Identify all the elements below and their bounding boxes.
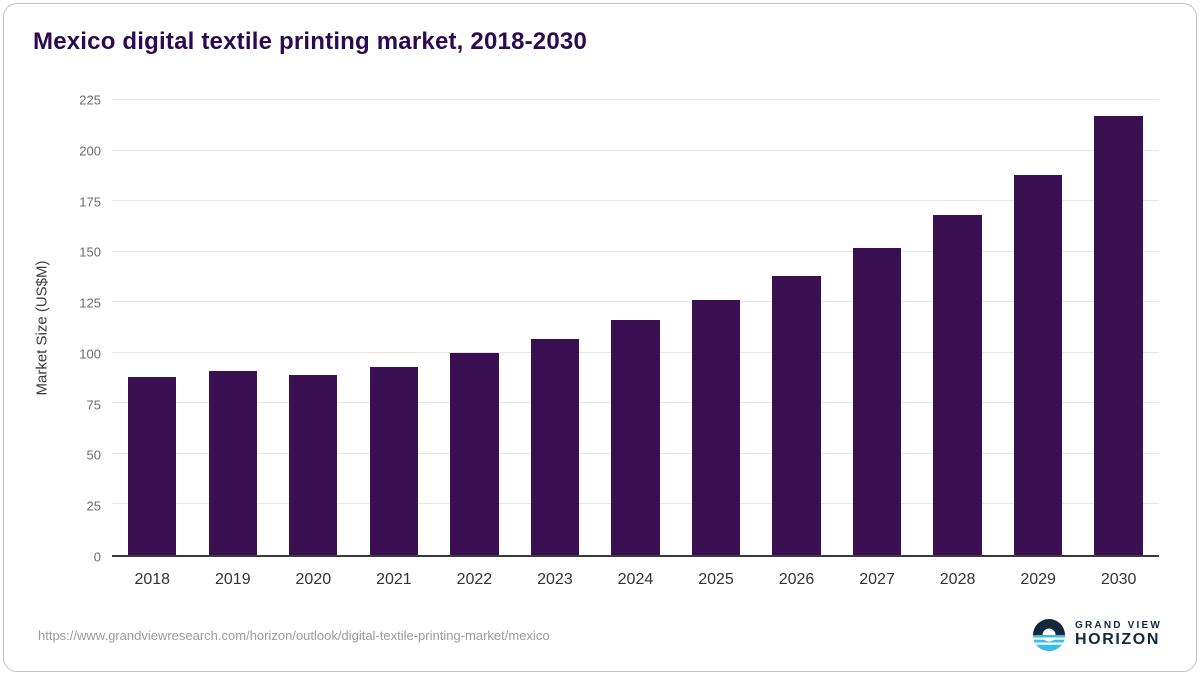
x-tick-label-2026: 2026 <box>778 571 815 588</box>
bar-column-2027 <box>837 100 918 555</box>
x-tick-label-2030: 2030 <box>1100 571 1137 588</box>
bar-column-2024 <box>595 100 676 555</box>
bar-2030 <box>1094 116 1143 555</box>
y-tick-label-75: 75 <box>86 397 101 413</box>
bar-2022 <box>450 352 499 555</box>
chart-card: Mexico digital textile printing market, … <box>3 3 1197 672</box>
x-tick-label-2029: 2029 <box>1020 571 1056 588</box>
bar-2026 <box>772 275 821 555</box>
bars <box>112 100 1159 555</box>
grand-view-horizon-logo: GRAND VIEW HORIZON <box>1032 618 1162 652</box>
x-tick-label-2022: 2022 <box>456 571 493 588</box>
y-tick-label-225: 225 <box>79 92 101 108</box>
bar-column-2021 <box>354 100 435 555</box>
footer: https://www.grandviewresearch.com/horizo… <box>4 613 1196 657</box>
bar-2023 <box>530 338 580 555</box>
bar-column-2019 <box>193 100 274 555</box>
x-tick-label-2025: 2025 <box>698 571 734 588</box>
y-tick-label-25: 25 <box>86 498 101 514</box>
y-tick-label-0: 0 <box>93 549 101 565</box>
x-tick-label-2018: 2018 <box>134 571 171 588</box>
bar-2025 <box>691 300 741 555</box>
y-tick-label-50: 50 <box>86 447 101 463</box>
bar-2020 <box>289 375 338 555</box>
bar-2024 <box>611 320 660 555</box>
bar-column-2018 <box>112 100 193 555</box>
x-tick-label-2027: 2027 <box>859 571 895 588</box>
bar-2027 <box>852 247 902 555</box>
x-tick-label-2024: 2024 <box>617 571 654 588</box>
bar-column-2025 <box>676 100 757 555</box>
y-axis-ticks: 0 25 50 75 100 125 150 175 200 225 <box>4 93 101 565</box>
bar-column-2022 <box>434 100 515 555</box>
gridline-125 <box>112 301 1159 303</box>
y-tick-label-200: 200 <box>79 143 101 159</box>
y-tick-label-125: 125 <box>79 295 101 311</box>
logo-text-grand-view: GRAND VIEW <box>1075 620 1162 632</box>
y-tick-label-100: 100 <box>79 346 101 362</box>
bar-column-2030 <box>1078 100 1159 555</box>
bar-column-2020 <box>273 100 354 555</box>
source-url: https://www.grandviewresearch.com/horizo… <box>38 627 550 643</box>
gridline-225 <box>112 99 1159 100</box>
bar-column-2029 <box>998 100 1079 555</box>
x-tick-label-2020: 2020 <box>295 571 332 588</box>
bar-column-2023 <box>515 100 596 555</box>
logo-text-horizon: HORIZON <box>1075 630 1160 648</box>
x-axis-ticks: 2018 2019 2020 2021 2022 2023 2024 2025 2026 2027… <box>112 571 1159 589</box>
y-tick-label-150: 150 <box>79 244 101 260</box>
x-tick-label-2023: 2023 <box>537 571 573 588</box>
gridline-200 <box>112 149 1159 151</box>
bar-column-2028 <box>917 100 998 555</box>
bar-2028 <box>933 215 982 555</box>
bar-column-2026 <box>756 100 837 555</box>
bar-2018 <box>128 377 177 555</box>
gridline-175 <box>112 200 1159 202</box>
bar-2021 <box>369 366 419 555</box>
logo-text: GRAND VIEW HORIZON <box>1075 621 1162 648</box>
x-tick-label-2019: 2019 <box>215 571 251 588</box>
plot-area <box>112 99 1159 557</box>
y-tick-label-175: 175 <box>79 194 101 210</box>
bar-2019 <box>208 370 257 555</box>
bar-2029 <box>1013 174 1063 555</box>
x-tick-label-2028: 2028 <box>939 571 976 588</box>
x-tick-label-2021: 2021 <box>376 571 412 588</box>
chart-title: Mexico digital textile printing market, … <box>33 28 587 55</box>
gridline-150 <box>112 250 1159 252</box>
horizon-logo-icon <box>1033 619 1065 651</box>
